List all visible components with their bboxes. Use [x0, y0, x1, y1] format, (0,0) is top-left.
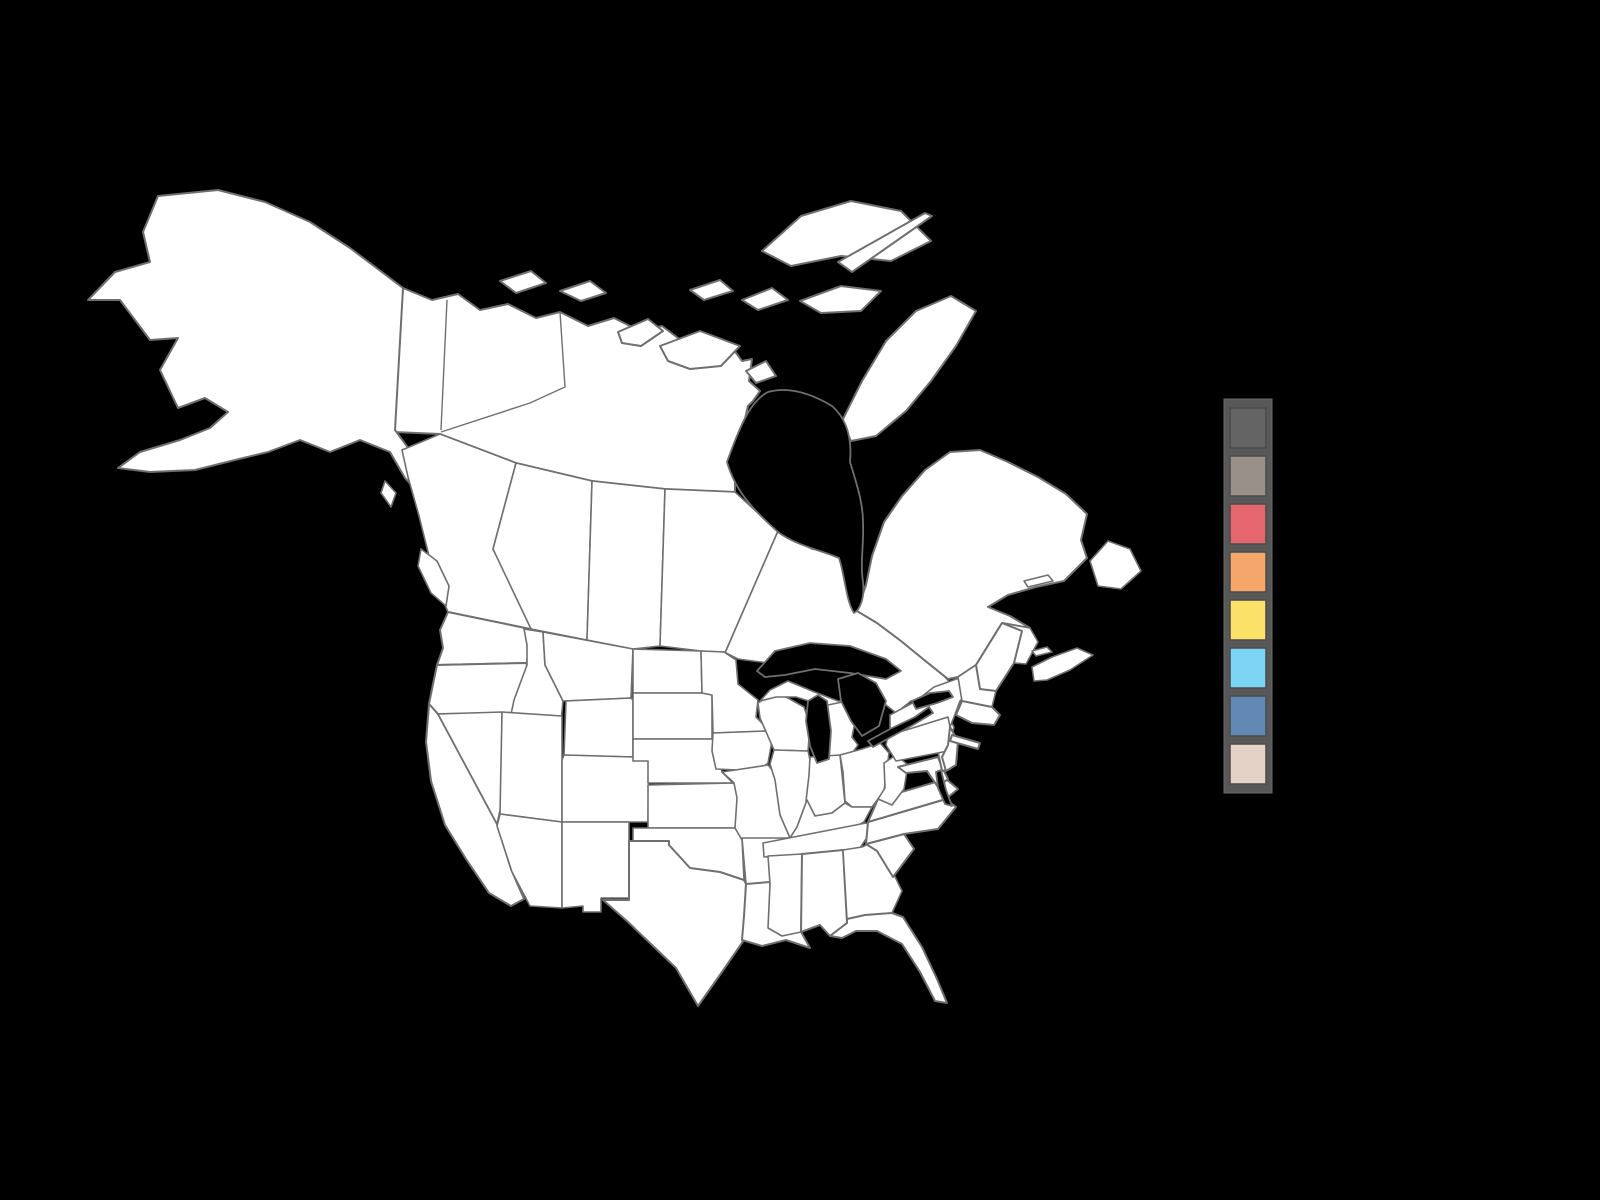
island-banks	[617, 318, 664, 347]
state-massachusetts-conn-ri	[955, 700, 1001, 726]
legend-swatch-red	[1229, 503, 1267, 545]
chesapeake-bay	[935, 769, 953, 807]
state-colorado	[561, 754, 650, 823]
state-utah	[499, 711, 563, 823]
state-new-york-long-island	[949, 734, 981, 750]
state-new-mexico	[561, 821, 630, 913]
island-melville	[559, 280, 607, 302]
island-bathurst	[741, 287, 789, 311]
legend-swatch-dark-gray	[1229, 407, 1267, 449]
state-alabama	[800, 849, 848, 937]
region-saskatchewan	[586, 480, 666, 650]
state-kansas	[647, 782, 739, 829]
lake-huron	[837, 672, 887, 737]
state-north-dakota	[632, 648, 703, 694]
island-baffin	[841, 295, 977, 442]
region-alaska	[87, 189, 446, 507]
island-victoria	[659, 330, 741, 370]
state-florida	[829, 912, 948, 1004]
state-maine	[975, 622, 1023, 692]
island-ellesmere-spike	[837, 212, 933, 273]
state-mississippi	[767, 853, 803, 937]
island-ellesmere	[761, 200, 932, 267]
legend-swatch-sky-blue	[1229, 647, 1267, 689]
legend	[1223, 398, 1273, 794]
state-wyoming	[563, 697, 634, 758]
island-devon	[799, 285, 882, 314]
legend-swatch-orange	[1229, 551, 1267, 593]
water-bodies	[726, 389, 954, 807]
region-quebec-labrador	[856, 449, 1088, 680]
region-newfoundland	[1089, 540, 1142, 590]
lake-michigan	[805, 694, 832, 764]
island-cornwallis	[689, 279, 734, 301]
lake-ontario	[911, 690, 954, 710]
state-texas	[602, 840, 747, 1007]
legend-swatch-tan	[1229, 743, 1267, 785]
region-prince-edward-island	[1031, 646, 1053, 657]
legend-swatch-yellow	[1229, 599, 1267, 641]
region-haida-gwaii	[380, 480, 397, 508]
lake-erie	[867, 706, 934, 748]
legend-swatch-warm-gray	[1229, 455, 1267, 497]
region-vancouver-island	[417, 548, 450, 607]
hudson-bay	[726, 389, 865, 614]
region-anticosti-island	[1023, 574, 1054, 588]
united-states	[425, 611, 1023, 1007]
island-king-william	[745, 360, 777, 384]
yukon-nwt-border	[440, 299, 448, 431]
legend-swatch-steel-blue	[1229, 695, 1267, 737]
region-nova-scotia	[1031, 647, 1094, 682]
nwt-nunavut-border	[440, 311, 566, 433]
state-south-dakota	[632, 692, 713, 740]
territory-borders	[440, 299, 566, 433]
island-prince-patrick	[499, 270, 547, 294]
lake-superior	[756, 642, 902, 680]
